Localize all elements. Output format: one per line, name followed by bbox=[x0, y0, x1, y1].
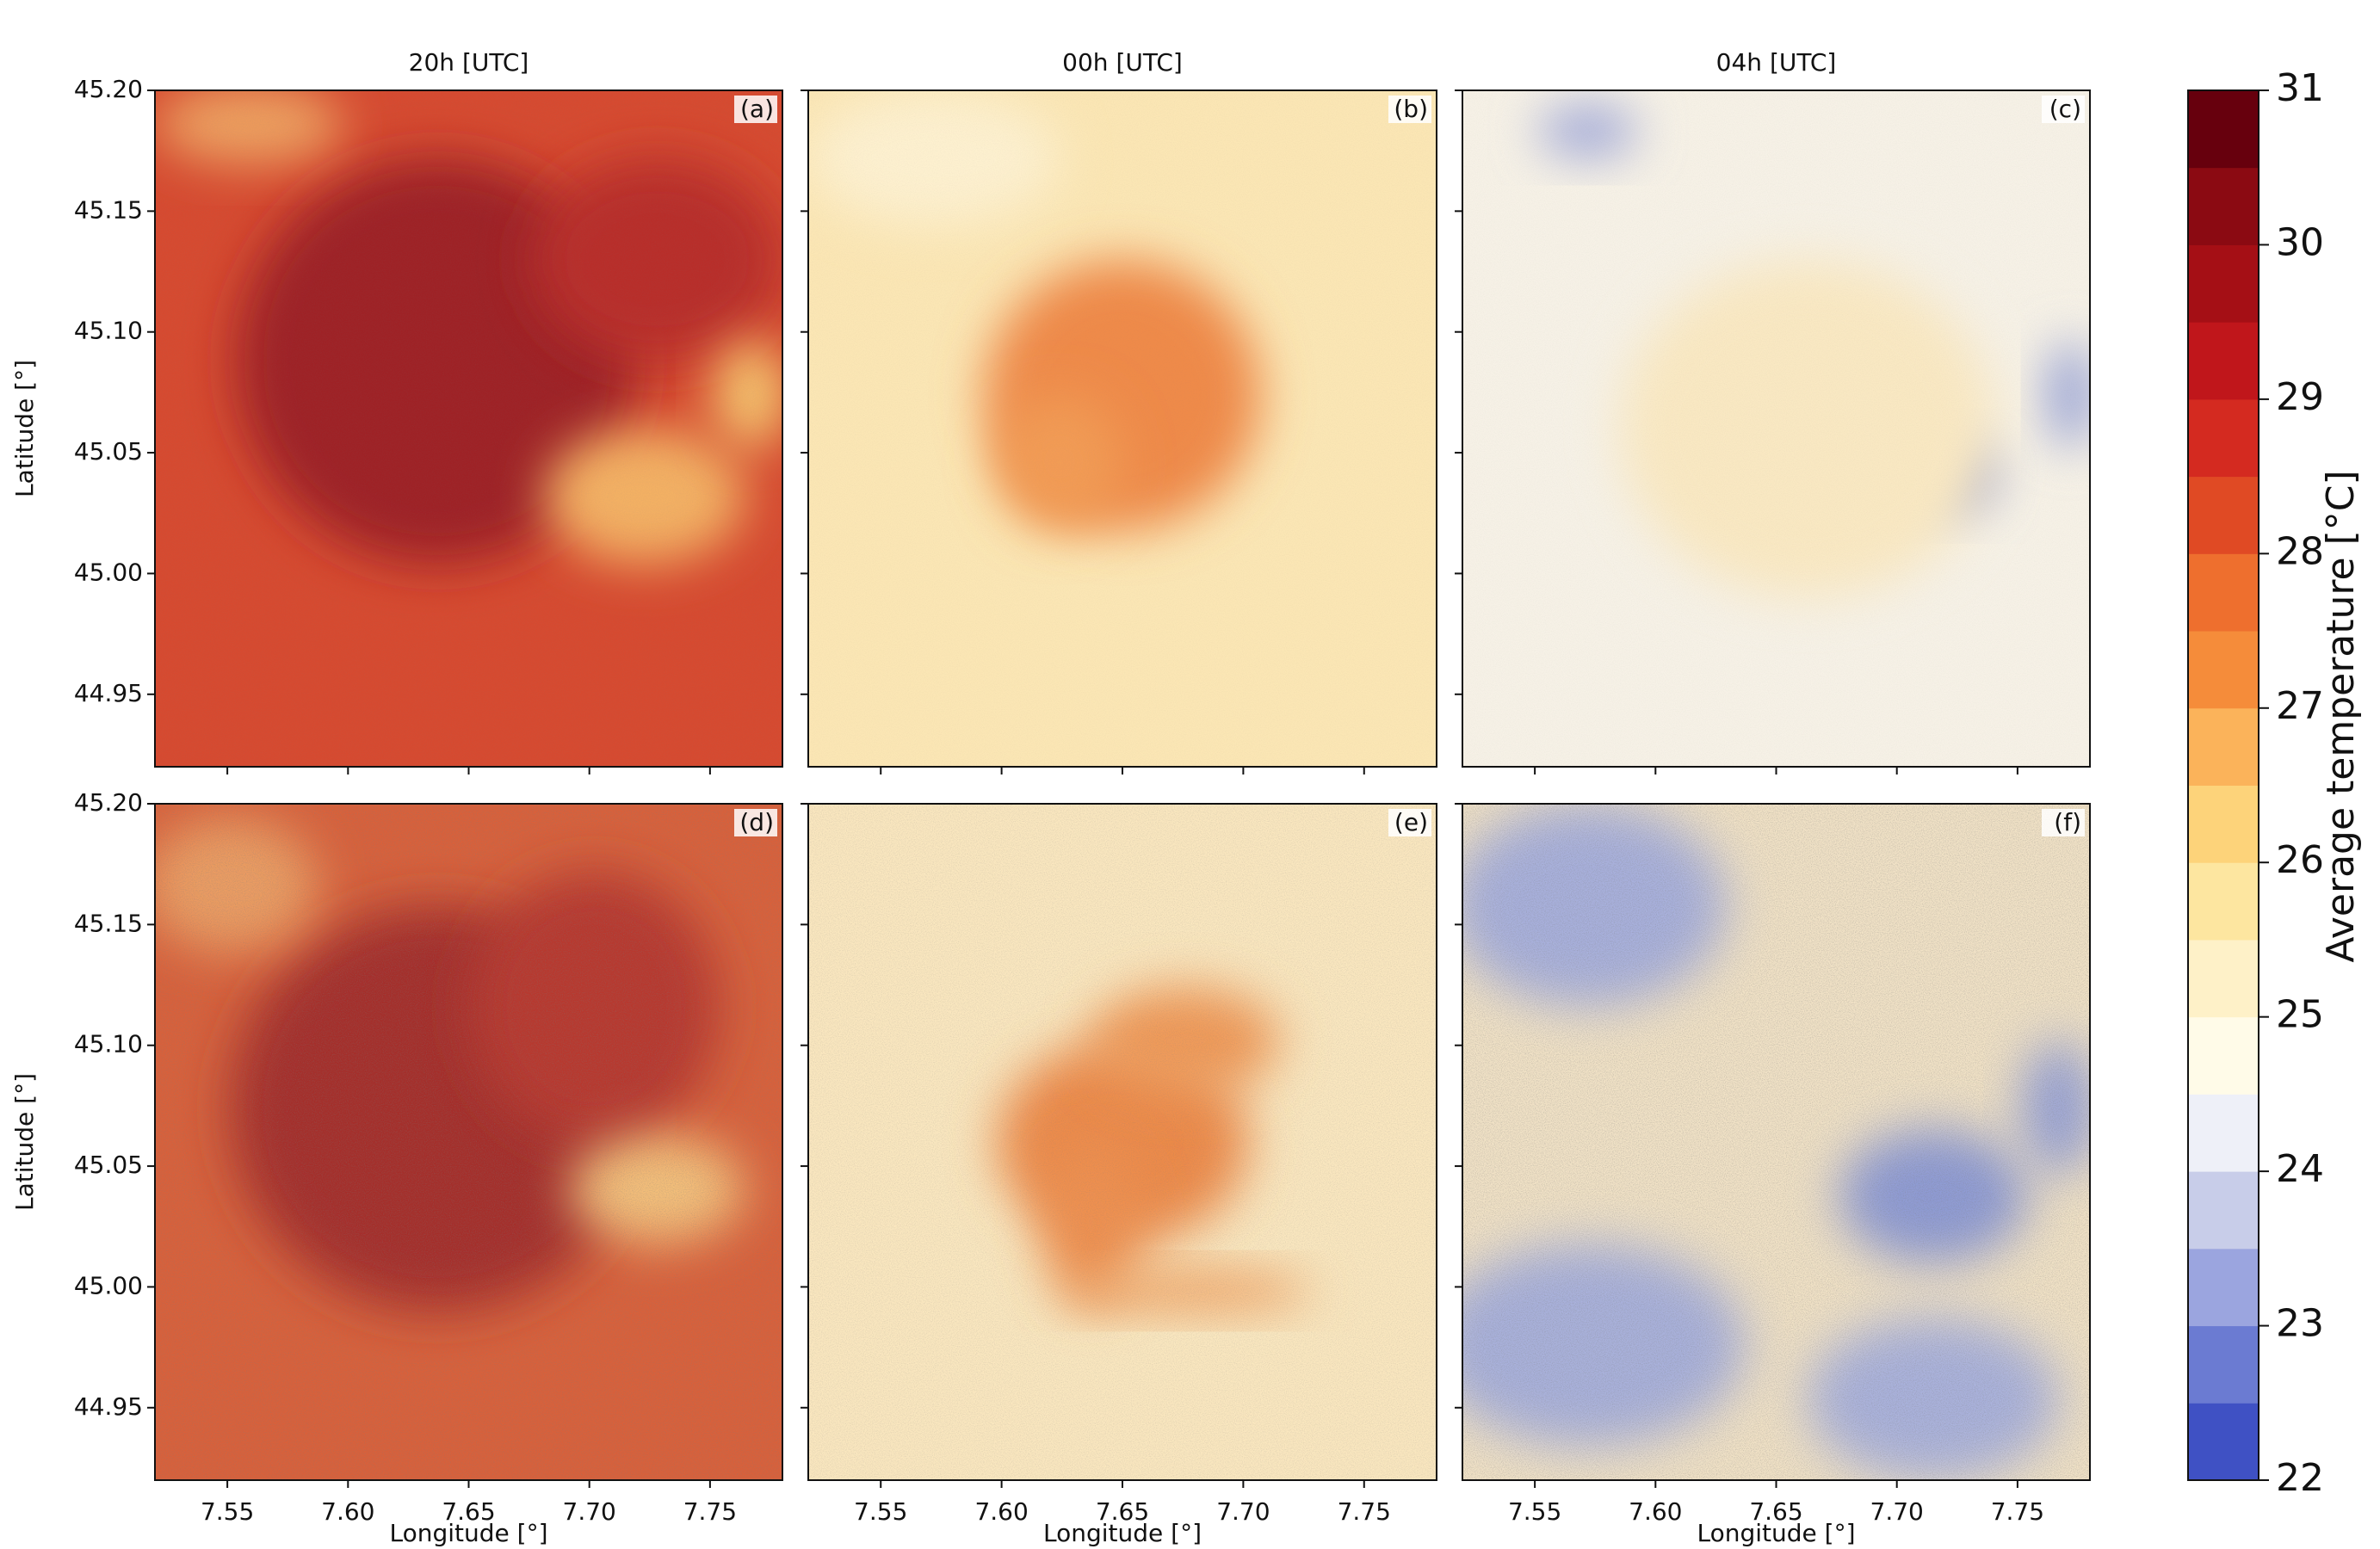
x-tick-label: 7.60 bbox=[974, 1497, 1028, 1526]
colorbar-band bbox=[2188, 1249, 2259, 1326]
y-tick-label: 45.15 bbox=[74, 195, 143, 224]
panel-label: (a) bbox=[740, 95, 774, 123]
panel-title: 20h [UTC] bbox=[409, 48, 529, 77]
panel-label: (b) bbox=[1394, 95, 1428, 123]
colorbar-tick-label: 27 bbox=[2276, 684, 2324, 728]
y-tick-label: 45.15 bbox=[74, 909, 143, 937]
map-texture bbox=[808, 90, 1437, 767]
map-panel: 04h [UTC] (c) bbox=[1455, 48, 2096, 774]
colorbar-band bbox=[2188, 553, 2259, 631]
colorbar-band bbox=[2188, 940, 2259, 1017]
x-tick-label: 7.70 bbox=[1870, 1497, 1924, 1526]
map-image bbox=[142, 804, 782, 1480]
x-tick-label: 7.55 bbox=[854, 1497, 907, 1526]
y-tick-label: 45.00 bbox=[74, 1271, 143, 1299]
map-image bbox=[808, 90, 1437, 767]
colorbar: 22 23 24 25 26 27 28 29 30 31 Average temperature … bbox=[2188, 66, 2363, 1500]
y-tick-label: 45.05 bbox=[74, 1151, 143, 1179]
x-tick-label: 7.75 bbox=[1338, 1497, 1391, 1526]
colorbar-band bbox=[2188, 1094, 2259, 1171]
x-tick-label: 7.70 bbox=[563, 1497, 616, 1526]
colorbar-band bbox=[2188, 1326, 2259, 1404]
map-texture bbox=[808, 804, 1437, 1480]
map-texture bbox=[1462, 90, 2090, 767]
y-tick-label: 45.20 bbox=[74, 75, 143, 103]
colorbar-tick-label: 24 bbox=[2276, 1147, 2324, 1191]
x-axis-label: Longitude [°] bbox=[1043, 1519, 1202, 1547]
colorbar-band bbox=[2188, 631, 2259, 708]
colorbar-band bbox=[2188, 786, 2259, 863]
x-axis-label: Longitude [°] bbox=[1697, 1519, 1855, 1547]
x-tick-label: 7.70 bbox=[1216, 1497, 1270, 1526]
colorbar-tick-label: 29 bbox=[2276, 375, 2324, 419]
map-texture bbox=[155, 804, 782, 1480]
x-tick-label: 7.75 bbox=[1991, 1497, 2044, 1526]
panel-label: (f) bbox=[2054, 808, 2081, 836]
page: {"chart_data": [ {"type": "map", "title"… bbox=[0, 0, 2380, 1549]
figure: 45.20 45.15 45.10 45.05 45.00 44.95 20h [UTC] (… bbox=[0, 0, 2380, 1549]
y-tick-label: 45.10 bbox=[74, 317, 143, 345]
y-tick-label: 44.95 bbox=[74, 1392, 143, 1421]
colorbar-tick-label: 28 bbox=[2276, 529, 2324, 573]
panel-title: 00h [UTC] bbox=[1062, 48, 1183, 77]
y-tick-label: 45.20 bbox=[74, 788, 143, 817]
map-image bbox=[155, 83, 788, 767]
colorbar-tick-label: 31 bbox=[2276, 66, 2324, 110]
panel-label: (e) bbox=[1394, 808, 1428, 836]
colorbar-band bbox=[2188, 168, 2259, 245]
colorbar-band bbox=[2188, 244, 2259, 322]
panel-label: (c) bbox=[2049, 95, 2081, 123]
colorbar-label: Average temperature [°C] bbox=[2319, 470, 2363, 962]
y-tick-label: 44.95 bbox=[74, 679, 143, 707]
colorbar-band bbox=[2188, 477, 2259, 554]
x-axis-label: Longitude [°] bbox=[389, 1519, 547, 1547]
panel-label: (d) bbox=[739, 808, 774, 836]
colorbar-band bbox=[2188, 862, 2259, 940]
y-tick-label: 45.10 bbox=[74, 1030, 143, 1058]
map-texture bbox=[1462, 804, 2090, 1480]
y-tick-label: 45.05 bbox=[74, 437, 143, 466]
colorbar-tick-label: 26 bbox=[2276, 838, 2324, 882]
map-panel: 45.20 45.15 45.10 45.05 45.00 44.95 20h [UTC] (… bbox=[10, 48, 788, 774]
colorbar-tick-label: 23 bbox=[2276, 1302, 2324, 1346]
y-axis-label: Latitude [°] bbox=[10, 360, 39, 497]
x-tick-label: 7.55 bbox=[201, 1497, 254, 1526]
panel-title: 04h [UTC] bbox=[1716, 48, 1837, 77]
colorbar-tick-label: 22 bbox=[2276, 1456, 2324, 1500]
colorbar-band bbox=[2188, 322, 2259, 399]
map-panel: 00h [UTC] (b) bbox=[801, 48, 1437, 774]
colorbar-band bbox=[2188, 1171, 2259, 1249]
y-axis-label: Latitude [°] bbox=[10, 1073, 39, 1211]
map-image bbox=[1431, 804, 2097, 1480]
y-tick-label: 45.00 bbox=[74, 558, 143, 586]
x-tick-label: 7.60 bbox=[321, 1497, 374, 1526]
colorbar-tick-label: 25 bbox=[2276, 993, 2324, 1037]
x-tick-label: 7.55 bbox=[1508, 1497, 1561, 1526]
map-texture bbox=[155, 90, 782, 767]
colorbar-band bbox=[2188, 1403, 2259, 1480]
colorbar-tick-label: 30 bbox=[2276, 220, 2324, 264]
x-tick-label: 7.75 bbox=[683, 1497, 737, 1526]
colorbar-band bbox=[2188, 1017, 2259, 1095]
colorbar-band bbox=[2188, 90, 2259, 168]
x-tick-label: 7.60 bbox=[1629, 1497, 1682, 1526]
map-image bbox=[808, 804, 1437, 1480]
colorbar-band bbox=[2188, 708, 2259, 786]
map-image bbox=[1462, 90, 2096, 767]
colorbar-band bbox=[2188, 399, 2259, 477]
